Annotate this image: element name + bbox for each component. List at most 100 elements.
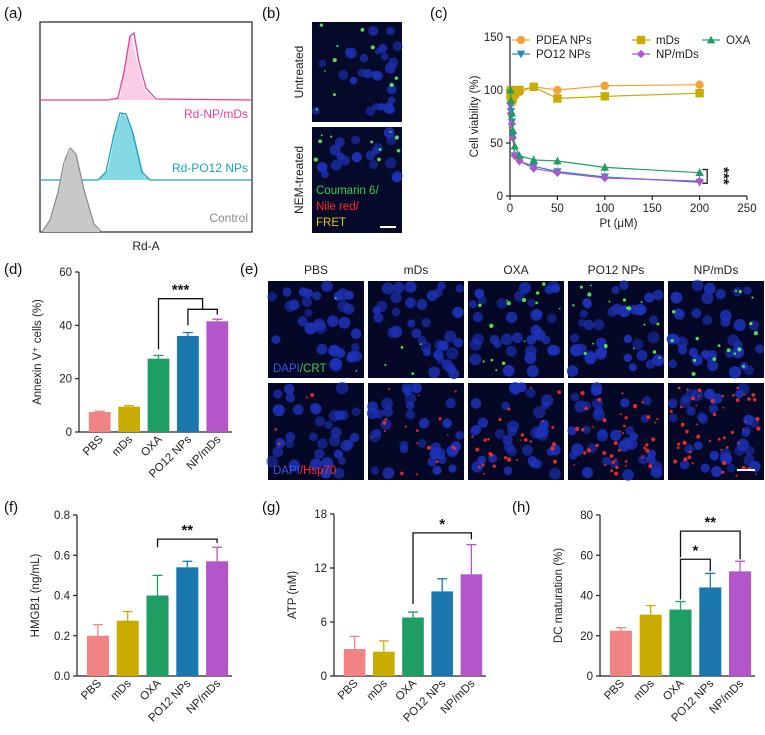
fluorescence-spot [483,438,487,442]
significance-bracket-1 [679,558,711,600]
cell-nucleus [273,389,283,399]
cell-nucleus [338,70,349,80]
cell-nucleus [285,432,296,443]
fluorescence-spot [737,442,741,445]
cell-nucleus [304,308,313,317]
micro-e-col-header: mDs [404,263,429,277]
cell-nucleus [594,347,607,360]
significance-bracket [156,538,218,548]
x-tick-label: OXA [393,677,419,703]
micro-e-col-header: OXA [503,263,528,277]
fluorescence-spot [583,451,587,455]
fluorescence-spot [506,301,511,306]
micro-b-row-nem: NEM-treated [292,146,306,214]
fluorescence-spot [336,44,339,48]
micro-b-legend-nilered: Nile red/ [316,201,360,213]
fluorescence-spot [673,459,678,464]
y-tick-label: 0.0 [54,671,70,683]
fluorescence-spot [680,405,683,409]
y-axis-label: DC maturation (%) [553,548,565,643]
fluorescence-spot [617,448,621,452]
fluorescence-spot [310,393,315,398]
fluorescence-spot [315,108,318,111]
cell-nucleus [715,288,726,300]
significance-marker: ** [181,522,193,539]
cell-nucleus [525,387,536,398]
y-tick-label: 12 [314,563,327,575]
cell-nucleus [726,463,736,473]
fluorescence-spot [334,297,337,300]
cell-nucleus [574,400,587,413]
cell-nucleus [391,172,402,183]
fluorescence-spot [671,309,676,314]
cell-nucleus [596,429,609,442]
fluorescence-spot [558,307,561,310]
y-axis-label: Annexin V⁺ cells (%) [32,299,44,405]
micro-e-stain2-hsp70: /Hsp70 [300,465,336,477]
cell-nucleus [676,336,688,349]
fluorescence-spot [478,465,481,469]
data-point [507,109,517,117]
cell-nucleus [334,137,345,148]
bar [116,620,139,676]
fluorescence-spot [590,284,592,287]
fluorescence-spot [383,430,387,433]
cell-nucleus [500,333,513,346]
cell-nucleus [668,359,678,369]
cell-nucleus [496,297,508,309]
cell-nucleus [532,459,543,469]
fluorescence-spot [695,336,699,341]
fluorescence-spot [435,460,439,463]
y-tick-label: 150 [484,32,503,44]
cell-nucleus [704,388,715,400]
cell-nucleus [652,354,665,367]
cell-nucleus [298,287,309,297]
fluorescence-spot [498,417,502,422]
fluorescence-spot [580,390,585,396]
fluorescence-spot [313,157,318,162]
flow-label-po12: Rd-PO12 NPs [172,161,248,175]
fluorescence-spot [722,436,726,440]
fluorescence-spot [677,442,681,446]
cell-nucleus [387,57,399,68]
fluorescence-spot [330,135,333,138]
fluorescence-spot [625,464,627,467]
data-point [515,151,524,160]
fluorescence-spot [583,351,587,356]
cell-nucleus [530,324,542,336]
cell-nucleus [416,299,428,310]
cell-nucleus [374,47,382,55]
fluorescence-spot [587,292,592,297]
bar [176,567,199,676]
fluorescence-spot [656,322,660,326]
cell-nucleus [455,284,464,293]
fluorescence-spot [651,437,656,442]
cell-nucleus [333,449,344,459]
cell-nucleus [607,306,618,317]
fluorescence-spot [654,421,657,424]
cell-nucleus [592,408,605,422]
cell-nucleus [743,365,754,376]
fluorescence-spot [721,470,725,474]
cell-nucleus [634,303,647,316]
cell-nucleus [582,425,591,435]
bar [609,630,632,676]
micro-e-stain2-dapi: DAPI [273,465,300,477]
cell-nucleus [309,432,318,442]
data-point [600,81,609,90]
panel-label-c: (c) [430,5,448,22]
significance-marker: *** [715,167,732,185]
cell-nucleus [432,465,442,475]
data-point [600,173,609,183]
x-tick-label: OXA [138,677,164,703]
y-tick-label: 0 [497,191,503,203]
fluorescence-spot [737,347,742,352]
cell-nucleus [680,394,691,404]
x-tick-label: 50 [551,203,564,215]
cell-nucleus [316,343,328,355]
cell-nucleus [318,59,327,68]
fluorescence-spot [482,472,485,475]
series-line [509,89,700,174]
fluorescence-spot [622,298,627,302]
fluorescence-spot [696,434,701,439]
